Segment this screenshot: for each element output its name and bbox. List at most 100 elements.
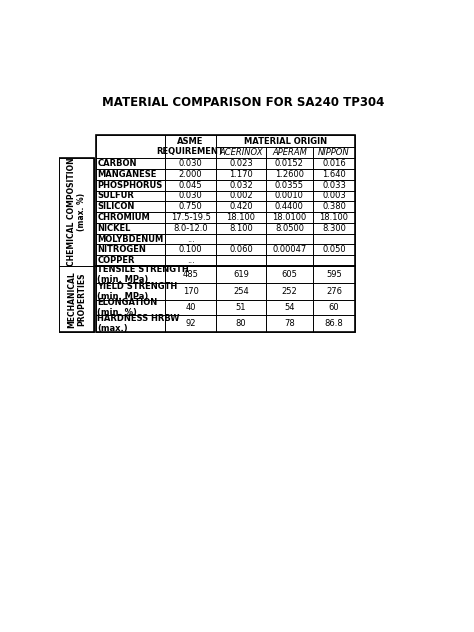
Bar bbox=[266, 212, 313, 223]
Text: 40: 40 bbox=[185, 303, 196, 312]
Text: 18.100: 18.100 bbox=[319, 213, 348, 222]
Text: CARBON: CARBON bbox=[97, 159, 137, 168]
Text: NITROGEN: NITROGEN bbox=[97, 245, 146, 254]
Bar bbox=[96, 223, 165, 234]
Text: 1.640: 1.640 bbox=[322, 170, 346, 179]
Bar bbox=[313, 158, 356, 169]
Text: 0.420: 0.420 bbox=[229, 202, 253, 211]
Bar bbox=[266, 255, 313, 266]
Text: 8.0-12.0: 8.0-12.0 bbox=[173, 224, 208, 233]
Text: ...: ... bbox=[187, 256, 194, 265]
Text: 80: 80 bbox=[236, 319, 246, 328]
Text: 18.0100: 18.0100 bbox=[272, 213, 307, 222]
Bar bbox=[313, 245, 356, 255]
Bar bbox=[266, 191, 313, 202]
Bar bbox=[165, 191, 216, 202]
Bar bbox=[96, 191, 165, 202]
Bar bbox=[216, 135, 356, 147]
Bar bbox=[96, 169, 165, 179]
Bar bbox=[266, 315, 313, 332]
Bar bbox=[266, 202, 313, 212]
Bar bbox=[216, 315, 266, 332]
Text: 0.050: 0.050 bbox=[322, 245, 346, 254]
Text: 605: 605 bbox=[282, 270, 297, 279]
Text: 1.170: 1.170 bbox=[229, 170, 253, 179]
Text: 8.300: 8.300 bbox=[322, 224, 346, 233]
Text: 170: 170 bbox=[182, 287, 199, 296]
Text: 254: 254 bbox=[233, 287, 249, 296]
Bar bbox=[96, 212, 165, 223]
Bar bbox=[266, 245, 313, 255]
Bar bbox=[216, 255, 266, 266]
Bar bbox=[96, 255, 165, 266]
Bar bbox=[96, 245, 165, 255]
Bar bbox=[165, 315, 216, 332]
Bar bbox=[216, 212, 266, 223]
Bar bbox=[266, 234, 313, 245]
Text: 0.002: 0.002 bbox=[229, 191, 253, 200]
Bar bbox=[165, 135, 216, 158]
Text: 60: 60 bbox=[328, 303, 339, 312]
Text: YIELD STRENGTH
(min. MPa): YIELD STRENGTH (min. MPa) bbox=[97, 282, 177, 301]
Bar bbox=[96, 283, 165, 300]
Bar bbox=[165, 255, 216, 266]
Bar bbox=[165, 245, 216, 255]
Text: 8.0500: 8.0500 bbox=[275, 224, 304, 233]
Bar bbox=[96, 135, 356, 332]
Text: 92: 92 bbox=[185, 319, 196, 328]
Text: 0.016: 0.016 bbox=[322, 159, 346, 168]
Bar bbox=[216, 147, 266, 158]
Text: NIPPON: NIPPON bbox=[318, 149, 350, 157]
Bar bbox=[313, 179, 356, 191]
Bar bbox=[313, 169, 356, 179]
Text: 0.750: 0.750 bbox=[179, 202, 202, 211]
Text: SULFUR: SULFUR bbox=[97, 191, 134, 200]
Bar bbox=[266, 147, 313, 158]
Text: 17.5-19.5: 17.5-19.5 bbox=[171, 213, 210, 222]
Text: 595: 595 bbox=[326, 270, 342, 279]
Text: 2.000: 2.000 bbox=[179, 170, 202, 179]
Bar bbox=[266, 223, 313, 234]
Text: 485: 485 bbox=[182, 270, 199, 279]
Bar bbox=[313, 300, 356, 315]
Bar bbox=[266, 300, 313, 315]
Bar bbox=[59, 158, 94, 266]
Text: 0.060: 0.060 bbox=[229, 245, 253, 254]
Text: 18.100: 18.100 bbox=[227, 213, 255, 222]
Bar bbox=[216, 245, 266, 255]
Text: 78: 78 bbox=[284, 319, 295, 328]
Bar bbox=[313, 234, 356, 245]
Bar bbox=[266, 179, 313, 191]
Text: MANGANESE: MANGANESE bbox=[97, 170, 156, 179]
Text: 0.030: 0.030 bbox=[179, 191, 202, 200]
Bar bbox=[216, 169, 266, 179]
Bar bbox=[96, 202, 165, 212]
Text: ...: ... bbox=[187, 234, 194, 243]
Text: 0.0152: 0.0152 bbox=[275, 159, 304, 168]
Bar bbox=[59, 158, 94, 332]
Bar bbox=[313, 315, 356, 332]
Text: 0.030: 0.030 bbox=[179, 159, 202, 168]
Text: ELONGATION
(min. %): ELONGATION (min. %) bbox=[97, 298, 157, 317]
Text: MECHANICAL
PROPERTIES: MECHANICAL PROPERTIES bbox=[67, 270, 86, 327]
Bar bbox=[165, 179, 216, 191]
Bar bbox=[313, 283, 356, 300]
Text: 619: 619 bbox=[233, 270, 249, 279]
Bar bbox=[96, 315, 165, 332]
Text: MATERIAL COMPARISON FOR SA240 TP304: MATERIAL COMPARISON FOR SA240 TP304 bbox=[102, 95, 384, 109]
Bar bbox=[216, 283, 266, 300]
Text: 0.00047: 0.00047 bbox=[272, 245, 307, 254]
Text: 0.045: 0.045 bbox=[179, 181, 202, 190]
Bar bbox=[165, 300, 216, 315]
Bar bbox=[96, 266, 165, 283]
Bar bbox=[59, 266, 94, 332]
Text: 252: 252 bbox=[282, 287, 297, 296]
Bar bbox=[216, 223, 266, 234]
Bar bbox=[216, 202, 266, 212]
Bar bbox=[216, 179, 266, 191]
Text: 51: 51 bbox=[236, 303, 246, 312]
Text: 8.100: 8.100 bbox=[229, 224, 253, 233]
Bar bbox=[165, 212, 216, 223]
Bar bbox=[165, 169, 216, 179]
Text: 0.032: 0.032 bbox=[229, 181, 253, 190]
